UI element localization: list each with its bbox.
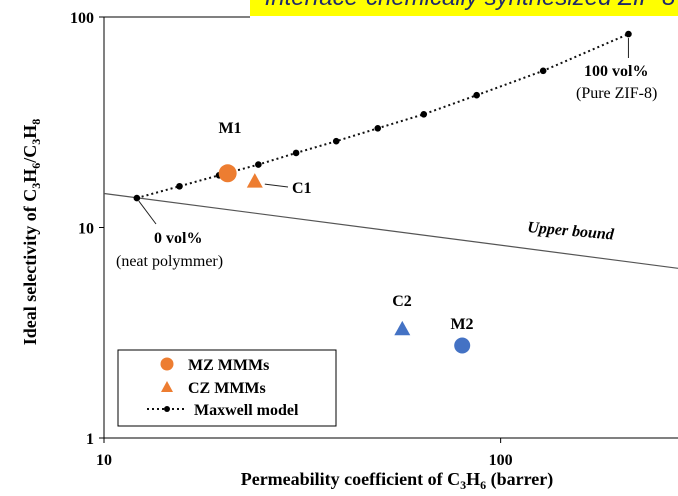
start-annotation-line2: (neat polymmer): [116, 253, 223, 270]
title-banner-text: Interface-chemically synthesized ZIF-8: [250, 0, 678, 12]
y-title-sub3: 3: [29, 139, 43, 145]
maxwell-model-line: [136, 33, 629, 200]
maxwell-point: [133, 194, 141, 202]
point-m2: [454, 337, 471, 354]
title-banner: Interface-chemically synthesized ZIF-8: [250, 0, 678, 16]
legend-cz-marker: [161, 381, 173, 392]
maxwell-point: [625, 30, 632, 38]
end-annotation-line1: 100 vol%: [584, 63, 648, 80]
legend-mz-marker: [160, 357, 174, 371]
point-m1: [218, 164, 237, 183]
point-c1: [246, 173, 263, 188]
maxwell-point: [374, 124, 382, 132]
legend-box: [117, 349, 337, 427]
x-title-sub2: 6: [480, 478, 486, 492]
x-title-mid: H: [466, 469, 480, 489]
label-m2: M2: [450, 316, 473, 333]
y-title-main: Ideal selectivity of C: [20, 189, 40, 345]
x-tick-label: 10: [96, 452, 112, 469]
maxwell-point: [420, 110, 428, 118]
c1-leader-line: [264, 183, 289, 188]
x-tick-label: 100: [489, 452, 513, 469]
y-axis-title: Ideal selectivity of C3H6/C3H8: [20, 119, 43, 346]
point-c2: [394, 320, 411, 336]
x-title-tail: (barrer): [486, 469, 553, 490]
maxwell-model-points: [133, 30, 632, 202]
x-axis-title: Permeability coefficient of C3H6 (barrer…: [241, 469, 554, 492]
legend-mz-label: MZ MMMs: [188, 357, 269, 374]
maxwell-point: [176, 182, 183, 190]
y-title-sub2: 6: [29, 163, 43, 169]
upper-bound-line: [103, 192, 678, 269]
start-leader-line: [138, 200, 157, 225]
label-c1: C1: [292, 180, 312, 197]
legend-maxwell-marker: [164, 406, 170, 412]
legend-maxwell-label: Maxwell model: [194, 402, 299, 419]
y-title-mid: H: [20, 169, 40, 183]
y-title-sub1: 3: [29, 183, 43, 189]
legend-cz-label: CZ MMMs: [188, 380, 266, 397]
y-title-slash: /C: [20, 145, 40, 164]
mmm-points: [218, 164, 471, 354]
upper-bound-label: Upper bound: [527, 219, 616, 244]
x-title-main: Permeability coefficient of C: [241, 469, 460, 489]
end-annotation-line2: (Pure ZIF-8): [576, 85, 657, 102]
label-m1: M1: [218, 120, 241, 137]
y-title-mid2: H: [20, 125, 40, 139]
maxwell-point: [332, 137, 340, 145]
y-title-sub4: 8: [29, 119, 43, 125]
maxwell-point: [473, 91, 480, 99]
y-tick-label: 1: [86, 431, 94, 448]
maxwell-point: [255, 161, 262, 168]
y-tick-label: 10: [78, 221, 94, 238]
y-tick-label: 100: [70, 10, 94, 27]
start-annotation-line1: 0 vol%: [154, 230, 202, 247]
label-c2: C2: [392, 293, 412, 310]
maxwell-point: [539, 67, 547, 75]
legend: MZ MMMs CZ MMMs Maxwell model: [117, 349, 337, 427]
x-title-sub1: 3: [460, 478, 466, 492]
maxwell-point: [292, 149, 300, 157]
